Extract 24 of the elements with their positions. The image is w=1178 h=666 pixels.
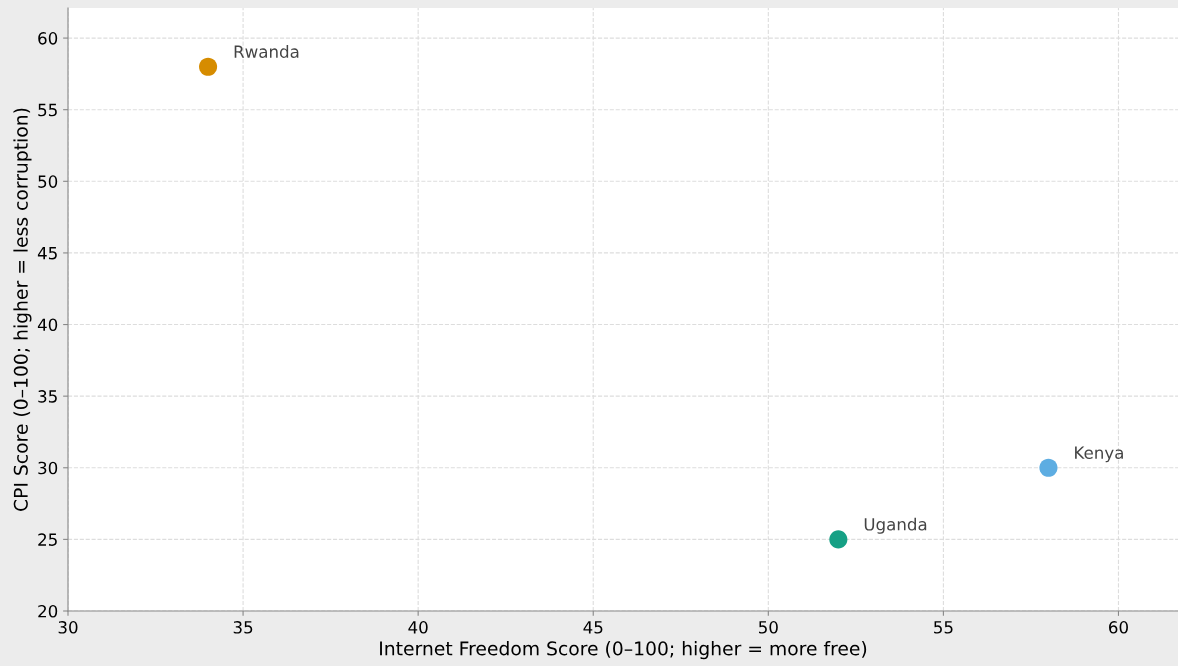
y-tick-label: 35 <box>38 390 57 403</box>
y-tick-label: 60 <box>38 32 58 45</box>
point <box>199 57 218 76</box>
y-tick-label: 25 <box>38 533 57 546</box>
y-tick-label: 45 <box>37 247 57 260</box>
series-label: Kenya <box>1075 446 1123 463</box>
x-tick-label: 45 <box>583 621 603 634</box>
y-tick-label: 30 <box>38 461 58 475</box>
point <box>829 530 848 549</box>
series-label: Rwanda <box>234 45 299 58</box>
y-tick-label: 50 <box>38 175 58 188</box>
y-tick-label: 20 <box>38 604 58 618</box>
x-tick-label: 50 <box>759 621 778 634</box>
x-tick-label: 35 <box>233 621 253 634</box>
x-axis-title: Internet Freedom Score (0–100; higher = more free) <box>380 641 867 660</box>
y-axis-title: CPI Score (0–100; higher = less corruption) <box>13 108 32 511</box>
y-tick-label: 40 <box>37 318 58 332</box>
x-tick-label: 30 <box>58 621 78 634</box>
x-tick-label: 55 <box>934 621 953 634</box>
series-label: Uganda <box>864 517 927 534</box>
x-tick-label: 40 <box>408 621 428 634</box>
point <box>1039 458 1058 477</box>
y-tick-label: 55 <box>38 103 57 117</box>
x-tick-label: 60 <box>1109 621 1128 634</box>
